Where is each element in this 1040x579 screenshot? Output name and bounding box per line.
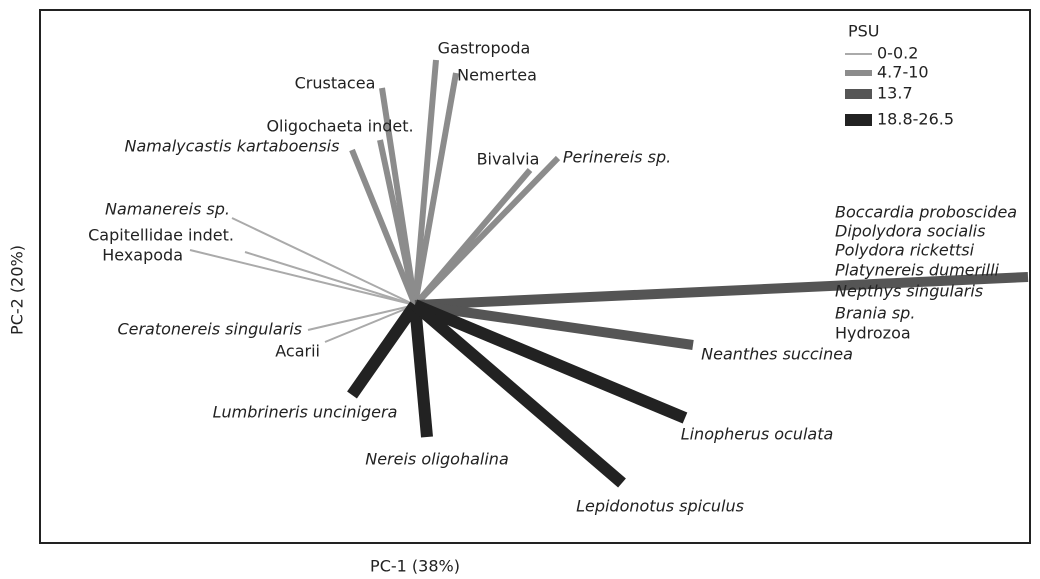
legend-title: PSU <box>848 22 880 41</box>
y-axis-label: PC-2 (20%) <box>8 245 27 335</box>
vector-label: Hexapoda <box>102 246 183 265</box>
loading-vector <box>349 148 418 307</box>
loading-vector <box>414 300 694 350</box>
loading-vector <box>409 304 433 438</box>
loading-vector <box>307 304 416 331</box>
legend-label: 0-0.2 <box>877 44 918 63</box>
vector-label: Capitellidae indet. <box>88 226 234 245</box>
vector-label: Perinereis sp. <box>563 148 671 167</box>
vector-label: Neanthes succinea <box>701 345 853 364</box>
x-axis-label: PC-1 (38%) <box>370 557 460 576</box>
vector-label: Bivalvia <box>477 150 540 169</box>
vector-label: Acarii <box>275 342 320 361</box>
vector-label: Gastropoda <box>438 39 531 58</box>
vector-label: Ceratonereis singularis <box>117 320 302 339</box>
vector-label: Polydora rickettsi <box>835 241 975 260</box>
loading-vector <box>412 72 459 306</box>
legend-label: 18.8-26.5 <box>877 110 954 129</box>
vector-label: Nepthys singularis <box>835 282 983 301</box>
legend-label: 13.7 <box>877 84 913 103</box>
loading-vector <box>244 251 416 306</box>
loading-vector <box>412 59 439 306</box>
vector-label: Namalycastis kartaboensis <box>125 137 340 156</box>
vector-label: Brania sp. <box>835 304 915 323</box>
vector-label: Crustacea <box>295 74 376 93</box>
legend-label: 4.7-10 <box>877 63 929 82</box>
loading-vector <box>412 155 561 308</box>
vector-label: Dipolydora socialis <box>835 222 985 241</box>
loading-vector <box>412 299 688 424</box>
loading-vector <box>231 217 416 306</box>
vector-label: Platynereis dumerilli <box>835 261 1000 280</box>
loading-vector <box>189 249 416 306</box>
plot-frame <box>39 9 1031 544</box>
vector-label: Boccardia proboscidea <box>835 203 1017 222</box>
loading-vector <box>324 304 416 343</box>
vector-label: Nemertea <box>457 66 537 85</box>
loading-vector <box>414 272 1029 310</box>
vector-label: Nereis oligohalina <box>365 450 509 469</box>
vector-label: Lepidonotus spiculus <box>576 497 744 516</box>
vector-label: Lumbrineris uncinigera <box>213 403 398 422</box>
vector-label: Linopherus oculata <box>681 425 834 444</box>
loading-vector <box>411 300 626 488</box>
loading-vector <box>377 139 418 306</box>
vector-label: Oligochaeta indet. <box>266 117 413 136</box>
loading-vector <box>347 301 420 399</box>
vector-label: Namanereis sp. <box>105 200 230 219</box>
vector-label: Hydrozoa <box>835 324 911 343</box>
